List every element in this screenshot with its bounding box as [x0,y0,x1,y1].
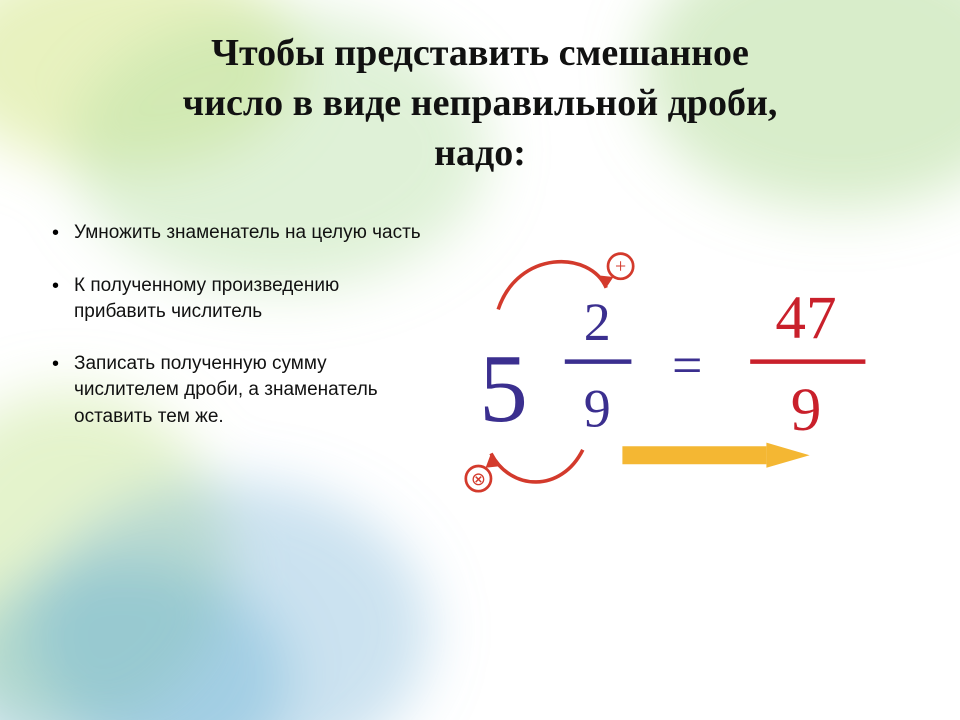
result-denominator: 9 [791,376,822,444]
title-line1: Чтобы представить смешанное [211,32,749,74]
carry-arrow [622,443,809,468]
bullet-list: Умножить знаменатель на целую часть К по… [46,212,426,522]
fraction-numerator: 2 [584,292,611,352]
list-item: Умножить знаменатель на целую часть [46,220,426,246]
plus-icon: + [615,256,626,278]
equation-svg: 5 2 9 = 47 9 + ⊗ [446,212,914,522]
equation-figure: 5 2 9 = 47 9 + ⊗ [446,212,914,522]
result-numerator: 47 [775,285,836,353]
plus-arrow-head [597,276,613,289]
fraction-denominator: 9 [584,379,611,439]
list-item: Записать полученную сумму числителем дро… [46,351,426,430]
whole-number: 5 [479,335,528,443]
list-item: К полученному произведению прибавить чис… [46,273,426,325]
bullet-text: Умножить знаменатель на целую часть [74,222,421,243]
mult-icon: ⊗ [471,469,486,489]
bullet-text: Записать полученную сумму числителем дро… [74,353,378,426]
mult-arrow [491,450,583,482]
title-line3: надо: [434,132,526,174]
title-line2: число в виде неправильной дроби, [183,82,778,124]
equals-sign: = [672,336,702,396]
slide-title: Чтобы представить смешанное число в виде… [46,28,914,178]
bullet-text: К полученному произведению прибавить чис… [74,275,339,322]
